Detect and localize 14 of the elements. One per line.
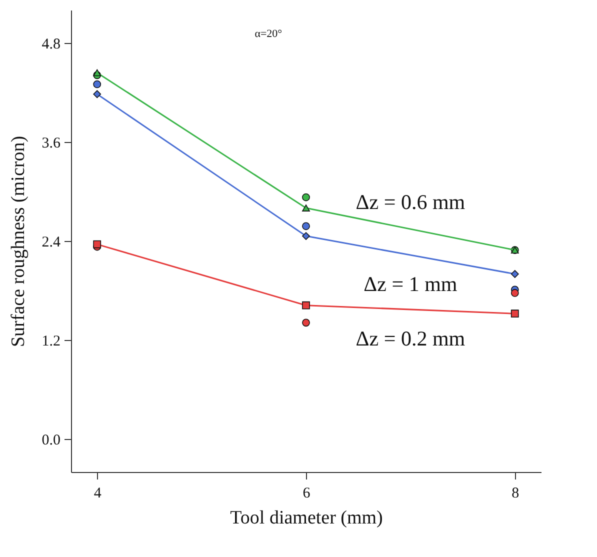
y-tick-label: 4.8 <box>42 36 60 52</box>
y-tick-label: 1.2 <box>42 334 60 350</box>
series-label: Δz = 0.6 mm <box>356 190 466 214</box>
y-tick-label: 0.0 <box>42 432 60 448</box>
x-tick-label: 6 <box>302 486 311 502</box>
annotation: α=20° <box>254 28 282 40</box>
x-tick-label: 8 <box>512 486 520 502</box>
y-axis-title: Surface roughness (micron) <box>8 136 29 348</box>
x-axis-title: Tool diameter (mm) <box>230 508 383 528</box>
series-label: Δz = 1 mm <box>364 272 458 296</box>
x-tick-label: 4 <box>94 486 102 502</box>
y-tick-label: 2.4 <box>42 234 61 250</box>
series-label: Δz = 0.2 mm <box>356 326 466 350</box>
y-tick-label: 3.6 <box>42 136 61 152</box>
